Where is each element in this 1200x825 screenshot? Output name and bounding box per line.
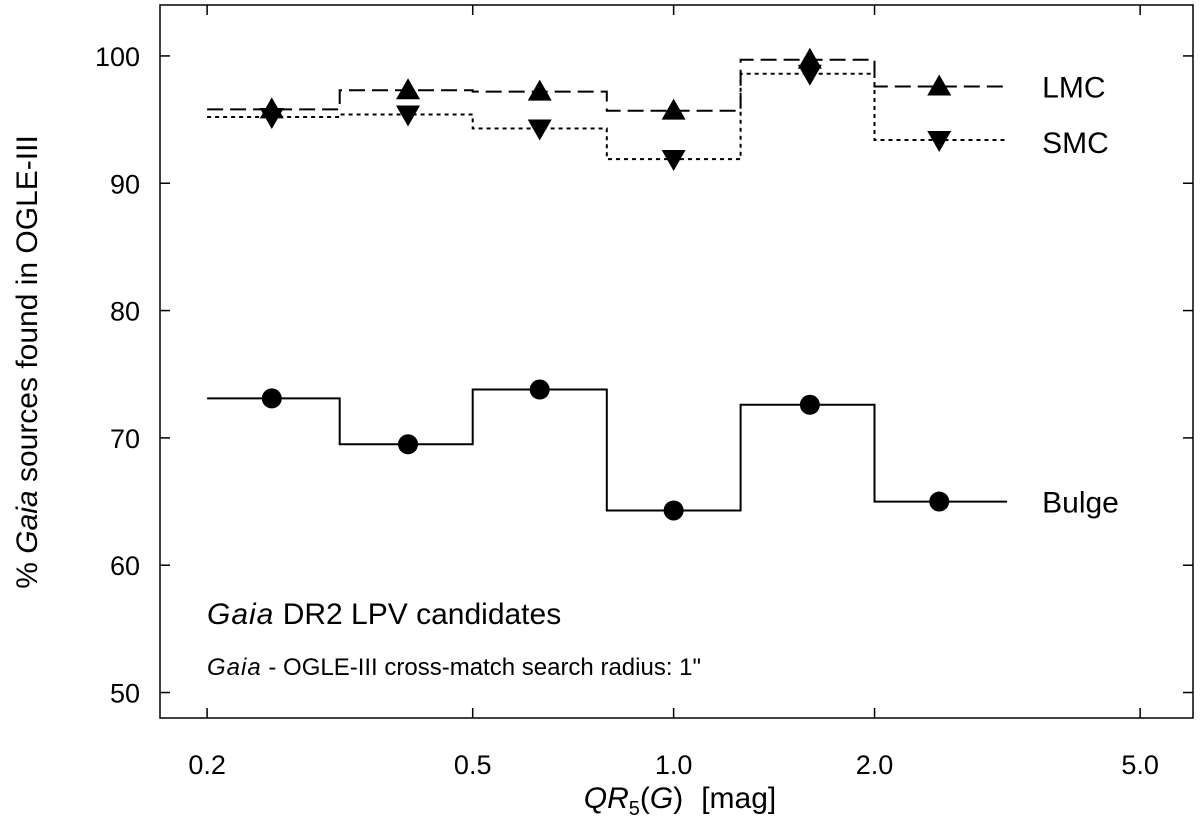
- annotation-title: Gaia DR2 LPV candidates: [207, 598, 561, 631]
- y-axis-title: % Gaia sources found in OGLE-III: [11, 135, 44, 589]
- series-layer: [207, 47, 1008, 521]
- marker-smc: [527, 119, 552, 141]
- x-axis-title-unit: [mag]: [701, 782, 776, 815]
- y-axis-title-rest: sources found in OGLE-III: [11, 135, 44, 490]
- y-axis-title-prefix: %: [11, 554, 44, 589]
- y-axis-title-italic: Gaia: [11, 490, 44, 553]
- annotation-subtitle: Gaia - OGLE-III cross-match search radiu…: [207, 654, 701, 681]
- marker-lmc: [661, 98, 686, 120]
- y-tick-label: 100: [95, 42, 140, 72]
- marker-bulge: [261, 388, 282, 409]
- series-line-lmc: [207, 58, 1008, 112]
- marker-bulge: [663, 500, 684, 521]
- series-label-smc: SMC: [1042, 127, 1109, 160]
- annotation-subtitle-gaia: Gaia: [207, 654, 262, 681]
- x-tick-label: 0.2: [188, 750, 226, 780]
- marker-lmc: [396, 78, 421, 100]
- marker-smc: [259, 108, 284, 130]
- series-label-bulge: Bulge: [1042, 487, 1119, 520]
- marker-smc: [396, 105, 421, 127]
- y-tick-label: 60: [110, 551, 140, 581]
- x-axis-title-paren-close: ): [673, 782, 683, 815]
- x-axis-title-qr: QR: [584, 782, 629, 815]
- y-tick-label: 50: [110, 679, 140, 709]
- marker-smc: [927, 130, 952, 152]
- x-axis-title: QR5(G) [mag]: [584, 782, 777, 820]
- annotation-title-rest: DR2 LPV candidates: [274, 598, 561, 631]
- y-tick-label: 70: [110, 424, 140, 454]
- marker-lmc: [927, 74, 952, 96]
- x-tick-label: 5.0: [1121, 750, 1159, 780]
- annotation-subtitle-rest: - OGLE-III cross-match search radius: 1": [262, 654, 701, 681]
- x-tick-label: 1.0: [655, 750, 693, 780]
- x-tick-label: 2.0: [856, 750, 894, 780]
- series-label-lmc: LMC: [1042, 71, 1105, 104]
- x-axis-title-paren-open: (: [640, 782, 650, 815]
- marker-smc: [661, 150, 686, 172]
- axes: 0.2 0.5 1.0 2.0 5.0 50 60 70 80 90 100: [95, 5, 1193, 780]
- x-axis-title-var: G: [650, 782, 673, 815]
- x-tick-label: 0.5: [454, 750, 492, 780]
- marker-lmc: [527, 79, 552, 101]
- annotation-title-gaia: Gaia: [207, 598, 274, 631]
- marker-lmc: [797, 47, 822, 69]
- x-axis-title-sub: 5: [629, 798, 640, 820]
- y-tick-label: 80: [110, 297, 140, 327]
- series-line-bulge: [207, 388, 1008, 512]
- marker-bulge: [529, 379, 550, 400]
- marker-bulge: [799, 394, 820, 415]
- y-tick-label: 90: [110, 169, 140, 199]
- label-layer: LMC SMC Bulge: [1042, 71, 1119, 519]
- marker-bulge: [929, 491, 950, 512]
- marker-bulge: [398, 434, 419, 455]
- plot-frame: [159, 4, 1194, 719]
- marker-smc: [797, 64, 822, 86]
- series-line-smc: [207, 72, 1008, 161]
